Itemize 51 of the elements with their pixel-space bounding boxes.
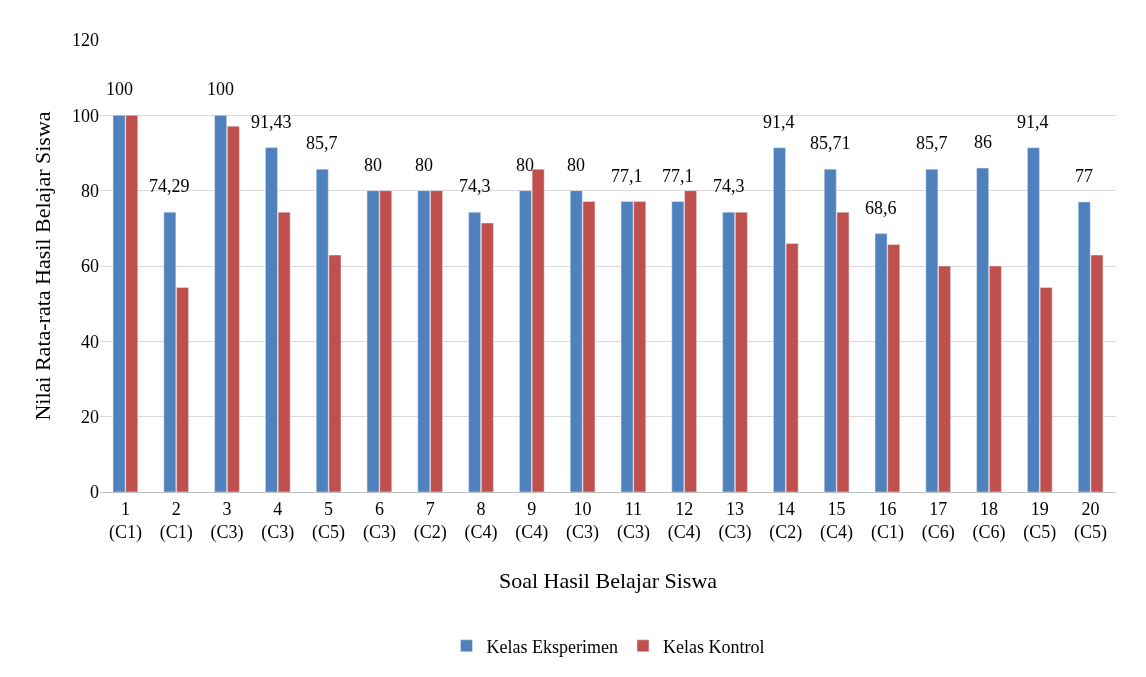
x-tick-label: 18 (C6) bbox=[972, 498, 1006, 543]
y-tick-label: 80 bbox=[81, 180, 99, 201]
data-label: 85,7 bbox=[916, 133, 948, 153]
data-label: 86 bbox=[974, 132, 992, 152]
data-label: 85,7 bbox=[306, 133, 338, 153]
data-label: 77,1 bbox=[611, 166, 643, 186]
data-label: 68,6 bbox=[865, 198, 897, 218]
x-tick-label: 6 (C3) bbox=[362, 498, 396, 543]
x-tick-label: 1 (C1) bbox=[108, 498, 142, 543]
x-tick-label: 11 (C3) bbox=[616, 498, 650, 543]
x-tick-label: 5 (C5) bbox=[312, 498, 346, 543]
x-tick-label: 7 (C2) bbox=[413, 498, 447, 543]
y-tick-label: 60 bbox=[81, 256, 99, 277]
x-tick-label: 17 (C6) bbox=[921, 498, 955, 543]
legend-label: Kelas Eksperimen bbox=[486, 636, 618, 657]
x-axis-title: Soal Hasil Belajar Siswa bbox=[498, 567, 718, 593]
data-label: 74,3 bbox=[459, 176, 491, 196]
x-tick-label: 15 (C4) bbox=[820, 498, 854, 543]
x-tick-label: 19 (C5) bbox=[1023, 498, 1057, 543]
y-tick-label: 0 bbox=[90, 482, 99, 503]
data-label: 80 bbox=[567, 155, 585, 175]
data-label: 74,29 bbox=[149, 176, 190, 196]
x-tick-label: 16 (C1) bbox=[870, 498, 904, 543]
x-tick-label: 4 (C3) bbox=[261, 498, 295, 543]
data-label: 80 bbox=[364, 155, 382, 175]
data-label: 77 bbox=[1075, 166, 1093, 186]
data-label: 74,3 bbox=[713, 176, 745, 196]
data-label: 85,71 bbox=[810, 133, 851, 153]
data-label: 100 bbox=[106, 79, 133, 99]
x-tick-label: 8 (C4) bbox=[464, 498, 498, 543]
data-label: 80 bbox=[415, 155, 433, 175]
legend-label: Kelas Kontrol bbox=[662, 636, 765, 657]
y-tick-label: 100 bbox=[72, 105, 99, 126]
y-axis-title: Nilai Rata-rata Hasil Belajar Siswa bbox=[29, 111, 55, 421]
data-label: 80 bbox=[516, 155, 534, 175]
x-tick-label: 20 (C5) bbox=[1074, 498, 1108, 543]
x-tick-label: 10 (C3) bbox=[566, 498, 600, 543]
y-tick-label: 40 bbox=[81, 331, 99, 352]
x-tick-label: 9 (C4) bbox=[515, 498, 549, 543]
data-label: 91,4 bbox=[763, 112, 795, 132]
data-label: 91,4 bbox=[1017, 112, 1049, 132]
x-tick-label: 2 (C1) bbox=[159, 498, 193, 543]
data-label: 77,1 bbox=[662, 166, 694, 186]
x-tick-label: 14 (C2) bbox=[769, 498, 803, 543]
x-tick-label: 13 (C3) bbox=[718, 498, 752, 543]
x-tick-label: 12 (C4) bbox=[667, 498, 701, 543]
y-tick-label: 120 bbox=[72, 30, 99, 51]
x-tick-label: 3 (C3) bbox=[210, 498, 244, 543]
y-tick-label: 20 bbox=[81, 406, 99, 427]
data-label: 100 bbox=[207, 79, 234, 99]
data-label: 91,43 bbox=[251, 112, 292, 132]
